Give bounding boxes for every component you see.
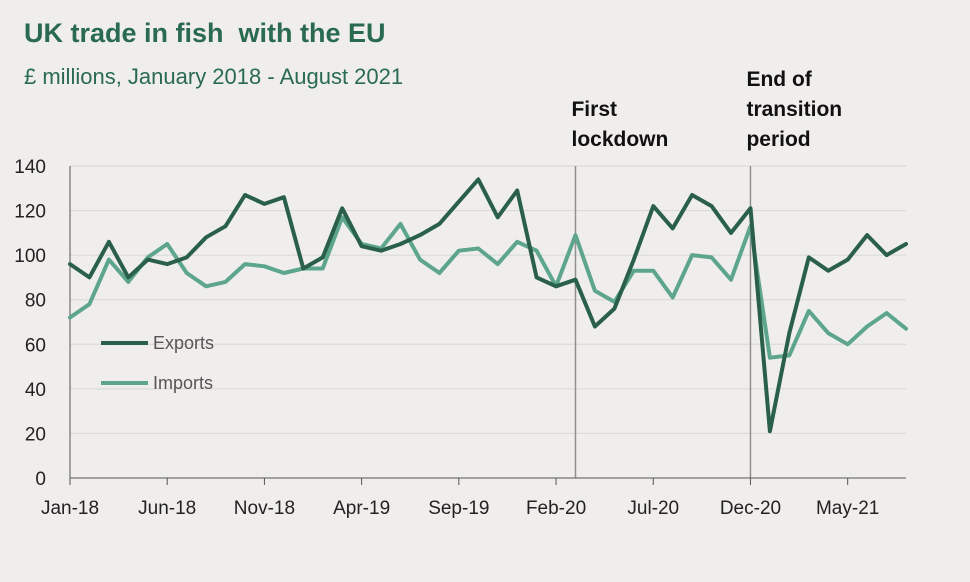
gridlines <box>70 165 906 434</box>
y-tick-label: 120 <box>14 202 46 223</box>
series-lines <box>68 177 908 434</box>
annotations: First lockdown End of transition period <box>571 68 842 151</box>
legend: Exports Imports <box>101 333 214 393</box>
y-tick-label: 140 <box>14 157 46 178</box>
y-tick-label: 100 <box>14 246 46 267</box>
x-tick-label: Sep-19 <box>428 498 489 519</box>
annotation-text: lockdown <box>571 128 668 151</box>
axes: 0 20 40 60 80 100 120 140 Jan-18 Jun-18 Nov-18 Apr-… <box>14 157 906 519</box>
y-tick-label: 20 <box>25 424 46 445</box>
x-tick-label: Jun-18 <box>138 498 196 519</box>
x-tick-label: Nov-18 <box>234 498 295 519</box>
y-tick-label: 40 <box>25 380 46 401</box>
x-tick-label: May-21 <box>816 498 879 519</box>
x-tick-label: Apr-19 <box>333 498 390 519</box>
x-tick-label: Dec-20 <box>720 498 781 519</box>
x-tick-label: Jul-20 <box>627 498 679 519</box>
series-line-imports <box>68 215 908 360</box>
legend-label-exports: Exports <box>153 333 214 353</box>
annotation-text: First <box>571 98 617 121</box>
chart-subtitle: £ millions, January 2018 - August 2021 <box>24 64 404 89</box>
y-tick-label: 0 <box>35 469 46 490</box>
x-tick-label: Feb-20 <box>526 498 586 519</box>
y-tick-label: 80 <box>25 291 46 312</box>
annotation-text: End of <box>746 68 812 91</box>
annotation-text: transition <box>746 98 842 121</box>
chart-title: UK trade in fish with the EU <box>24 18 386 48</box>
x-tick-label: Jan-18 <box>41 498 99 519</box>
annotation-text: period <box>746 128 810 151</box>
legend-label-imports: Imports <box>153 373 213 393</box>
y-tick-label: 60 <box>25 335 46 356</box>
series-line-exports <box>68 177 908 434</box>
